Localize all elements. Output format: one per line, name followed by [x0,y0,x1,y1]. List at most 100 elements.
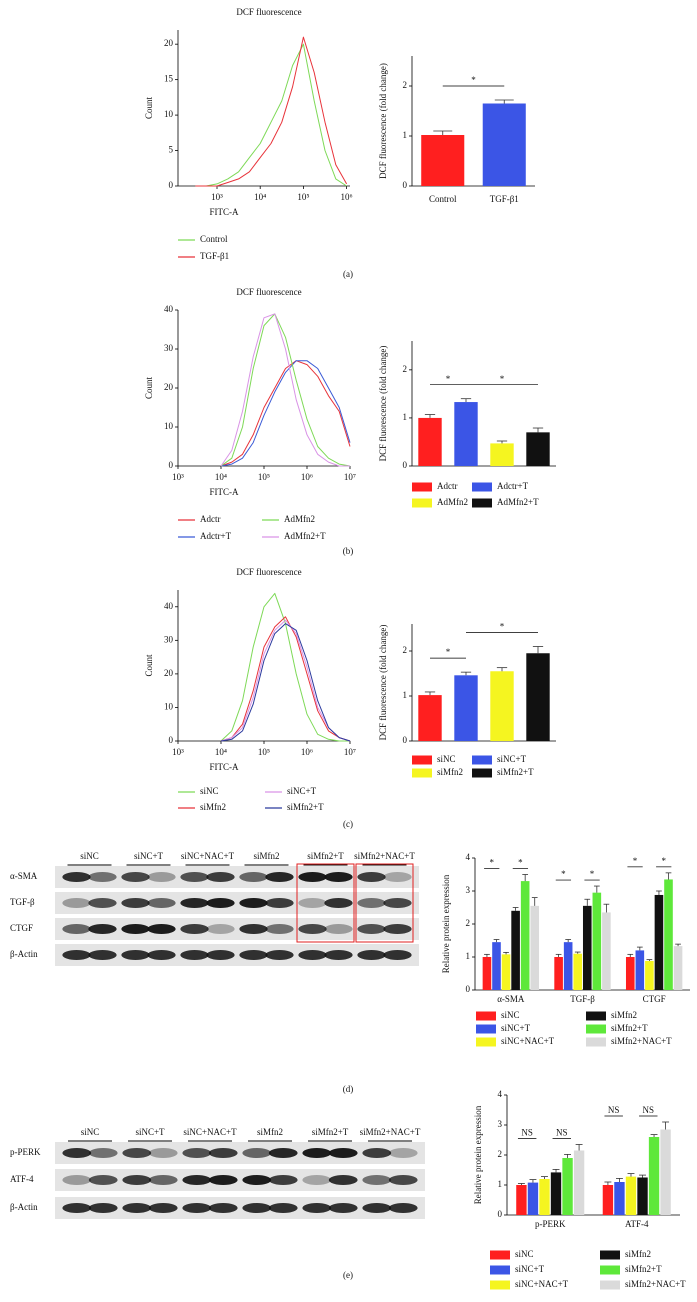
bar [501,954,511,990]
legend-label: siNC+T [287,786,317,796]
significance-label: * [471,75,476,85]
bar [490,443,514,466]
blot-group-label: siMfn2 [257,1127,283,1137]
blot-band [357,872,386,882]
blot-band [121,872,150,882]
bar [418,695,442,741]
legend-label: siNC [200,786,219,796]
panel-label: (e) [343,1270,353,1280]
blot-band [122,1148,152,1158]
bar [664,879,673,990]
significance-label: * [518,858,523,868]
blot-band [208,1203,238,1213]
chart-title: DCF fluorescence [236,7,301,17]
x-tick-label: ATF-4 [625,1219,649,1229]
blot-band [121,898,150,908]
bar [645,960,654,990]
bar [520,881,530,990]
blot-strip [55,1197,425,1219]
y-tick-label: 20 [164,668,174,678]
blot-band [147,924,176,934]
blot-band [265,898,294,908]
blot-band [206,950,235,960]
legend-label: Control [200,234,228,244]
bar [454,675,478,741]
legend-label: AdMfn2+T [497,497,539,507]
legend-label: siNC [437,754,456,764]
y-tick-label: 2 [466,918,471,928]
y-tick-label: 1 [498,1179,503,1189]
bar [592,892,602,990]
blot-strip [55,866,419,888]
legend-swatch [490,1265,510,1275]
blot-band [182,1148,212,1158]
blot-group-label: siNC+NAC+T [181,851,235,861]
blot-band [242,1203,272,1213]
legend-label: Adctr [437,481,458,491]
blot-band [383,872,412,882]
legend-label: AdMfn2 [437,497,468,507]
legend-label: Adctr [200,514,221,524]
y-tick-label: 0 [403,180,408,190]
blot-band [122,1203,152,1213]
legend-label: AdMfn2 [284,514,315,524]
highlight-box [296,863,355,943]
blot-row-label: β-Actin [10,949,38,959]
bar [421,135,465,186]
y-tick-label: 2 [403,80,408,90]
blot-strip [55,1169,425,1191]
blot-band [328,1175,358,1185]
x-tick-label: 10⁵ [258,472,270,482]
bar [492,942,501,990]
histogram-line [220,313,350,467]
bar [602,1185,614,1215]
x-tick-label: 10³ [211,192,223,202]
blot-band [298,924,327,934]
x-tick-label: 10⁵ [297,192,309,202]
legend-swatch [476,1037,496,1047]
y-tick-label: 4 [498,1089,503,1099]
x-tick-label: 10⁷ [344,747,356,757]
blot-band [302,1203,332,1213]
bar [648,1137,660,1215]
legend-label: Adctr+T [200,531,232,541]
legend-swatch [476,1011,496,1021]
blot-band [88,924,117,934]
blot-band [62,1148,92,1158]
blot-band [62,1175,92,1185]
blot-band [206,872,235,882]
significance-label: * [489,858,494,868]
blot-band [206,898,235,908]
blot-band [265,872,294,882]
y-axis-label: Count [144,654,154,677]
y-tick-label: 0 [169,735,174,745]
bar [454,402,478,466]
blot-group-label: siMfn2+NAC+T [360,1127,421,1137]
blot-band [88,1203,118,1213]
bar [418,417,442,466]
blot-band [88,950,117,960]
histogram-line [220,619,351,742]
x-tick-label: Control [429,194,457,204]
blot-band [180,950,209,960]
bar [526,653,550,741]
blot-band [239,950,268,960]
x-tick-label: p-PERK [535,1219,566,1229]
significance-label: * [633,856,638,866]
blot-band [180,872,209,882]
x-tick-label: 10⁴ [215,747,227,757]
blot-band [148,1175,178,1185]
blot-band [88,872,117,882]
blot-band [383,950,412,960]
y-axis-label: DCF fluorescence (fold change) [378,625,388,741]
blot-row-label: ATF-4 [10,1174,34,1184]
y-axis-label: Relative protein expression [473,1105,483,1204]
legend-swatch [600,1250,620,1260]
blot-group-label: siNC+T [135,1127,165,1137]
x-tick-label: 10³ [172,747,184,757]
blot-band [88,1175,118,1185]
blot-band [242,1148,272,1158]
bar [482,957,492,990]
significance-label: * [446,374,451,384]
